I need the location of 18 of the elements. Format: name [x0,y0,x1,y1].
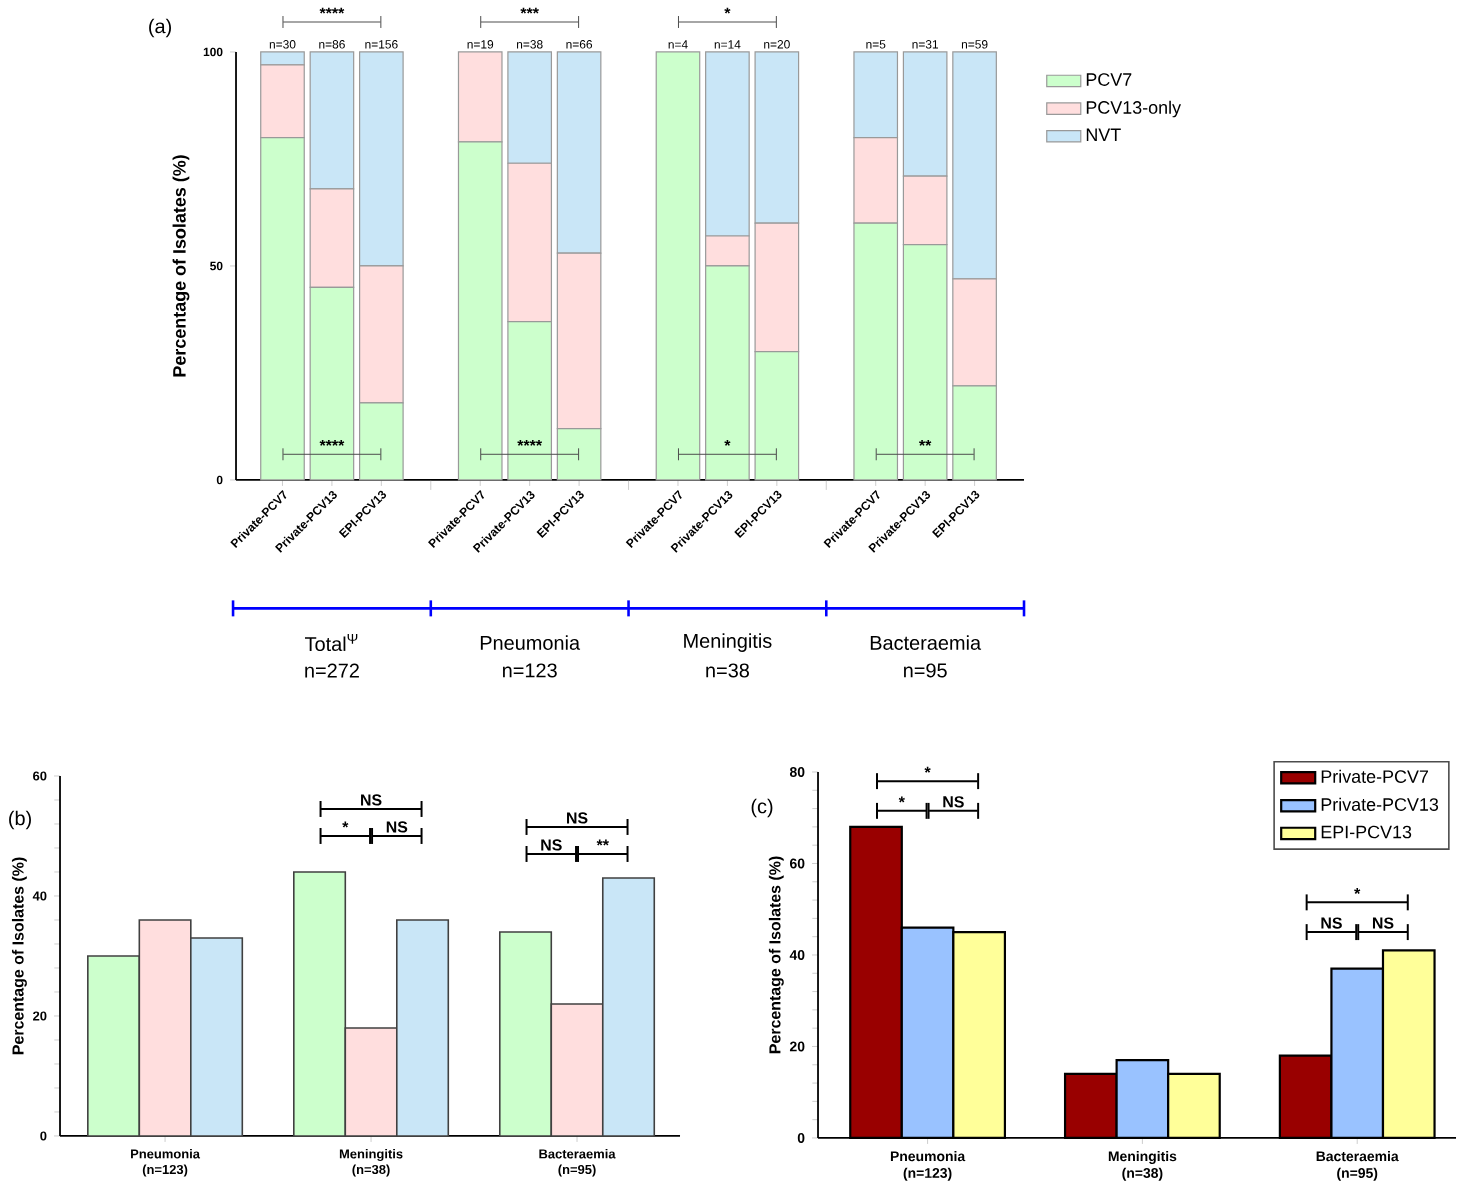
text: n=95 [904,663,947,678]
text: (b) [9,810,31,830]
legend-label: Private-PCV7 [1321,769,1428,783]
text: Total$^{Ψ}$ [304,634,358,652]
legend-label: PCV13-only [1086,100,1181,118]
legend-label: PCV7 [1086,73,1132,86]
text: n=123 [502,663,557,678]
text: Meningitis [684,633,772,652]
text: n=272 [305,663,359,678]
legend-label: NVT [1086,128,1121,141]
legend-label: EPI-PCV13 [1321,825,1412,839]
y-axis-title: Percentage of Isolates (%) [172,155,190,377]
chart-title: (a) [149,18,171,38]
text: (c) [751,798,773,818]
text: Pneumonia [480,635,581,650]
text: Bacteraemia [870,635,982,650]
text: n=38 [706,663,749,678]
legend-label: Private-PCV13 [1321,797,1439,811]
